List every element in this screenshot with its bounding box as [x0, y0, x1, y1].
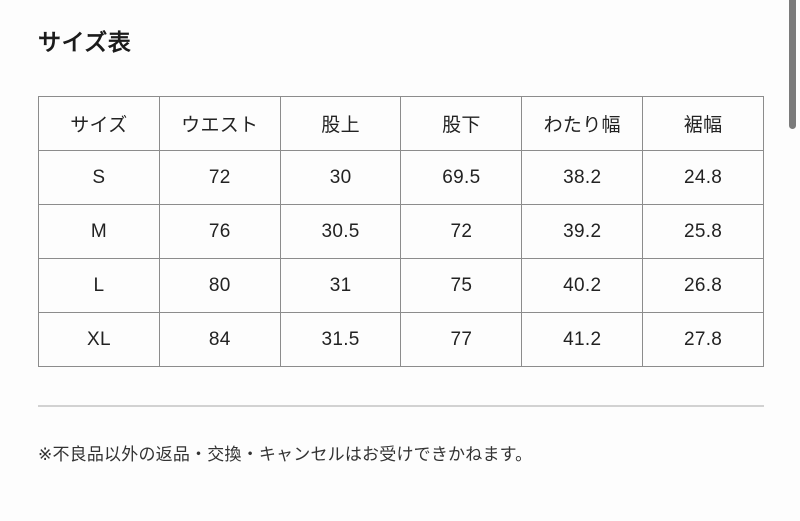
table-header-row: サイズ ウエスト 股上 股下 わたり幅 裾幅	[38, 96, 764, 151]
size-table-body: S 72 30 69.5 38.2 24.8 M 76 30.5 72 39.2…	[38, 150, 764, 367]
column-header-thigh-width: わたり幅	[521, 96, 644, 151]
waist-cell: 80	[158, 258, 281, 313]
table-row-xl: XL 84 31.5 77 41.2 27.8	[38, 312, 764, 367]
inseam-cell: 72	[400, 204, 523, 259]
table-row-s: S 72 30 69.5 38.2 24.8	[38, 150, 764, 205]
thigh-width-cell: 39.2	[521, 204, 644, 259]
hem-width-cell: 26.8	[642, 258, 764, 313]
waist-cell: 84	[158, 312, 281, 367]
thigh-width-cell: 40.2	[521, 258, 644, 313]
thigh-width-cell: 38.2	[521, 150, 644, 205]
returns-policy-note: ※不良品以外の返品・交換・キャンセルはお受けできかねます。	[38, 445, 533, 464]
waist-cell: 76	[158, 204, 281, 259]
size-table-head: サイズ ウエスト 股上 股下 わたり幅 裾幅	[38, 96, 764, 151]
inseam-cell: 77	[400, 312, 523, 367]
waist-cell: 72	[158, 150, 281, 205]
size-table: サイズ ウエスト 股上 股下 わたり幅 裾幅 S 72 30 69.5 38.2…	[38, 96, 764, 367]
column-header-rise: 股上	[279, 96, 402, 151]
size-label-cell: L	[38, 258, 160, 313]
inseam-cell: 75	[400, 258, 523, 313]
column-header-hem-width: 裾幅	[642, 96, 764, 151]
hem-width-cell: 24.8	[642, 150, 764, 205]
table-row-l: L 80 31 75 40.2 26.8	[38, 258, 764, 313]
hem-width-cell: 25.8	[642, 204, 764, 259]
size-label-cell: XL	[38, 312, 160, 367]
rise-cell: 31	[279, 258, 402, 313]
inseam-cell: 69.5	[400, 150, 523, 205]
column-header-size: サイズ	[38, 96, 160, 151]
table-row-m: M 76 30.5 72 39.2 25.8	[38, 204, 764, 259]
rise-cell: 30	[279, 150, 402, 205]
rise-cell: 31.5	[279, 312, 402, 367]
column-header-waist: ウエスト	[158, 96, 281, 151]
vertical-scrollbar-thumb[interactable]	[789, 0, 796, 129]
thigh-width-cell: 41.2	[521, 312, 644, 367]
hem-width-cell: 27.8	[642, 312, 764, 367]
page-title: サイズ表	[38, 29, 132, 55]
size-chart-section: サイズ表 サイズ ウエスト 股上 股下 わたり幅 裾幅 S 72 30 69.5…	[38, 29, 764, 464]
size-label-cell: S	[38, 150, 160, 205]
size-label-cell: M	[38, 204, 160, 259]
column-header-inseam: 股下	[400, 96, 523, 151]
section-divider	[38, 405, 764, 407]
rise-cell: 30.5	[279, 204, 402, 259]
